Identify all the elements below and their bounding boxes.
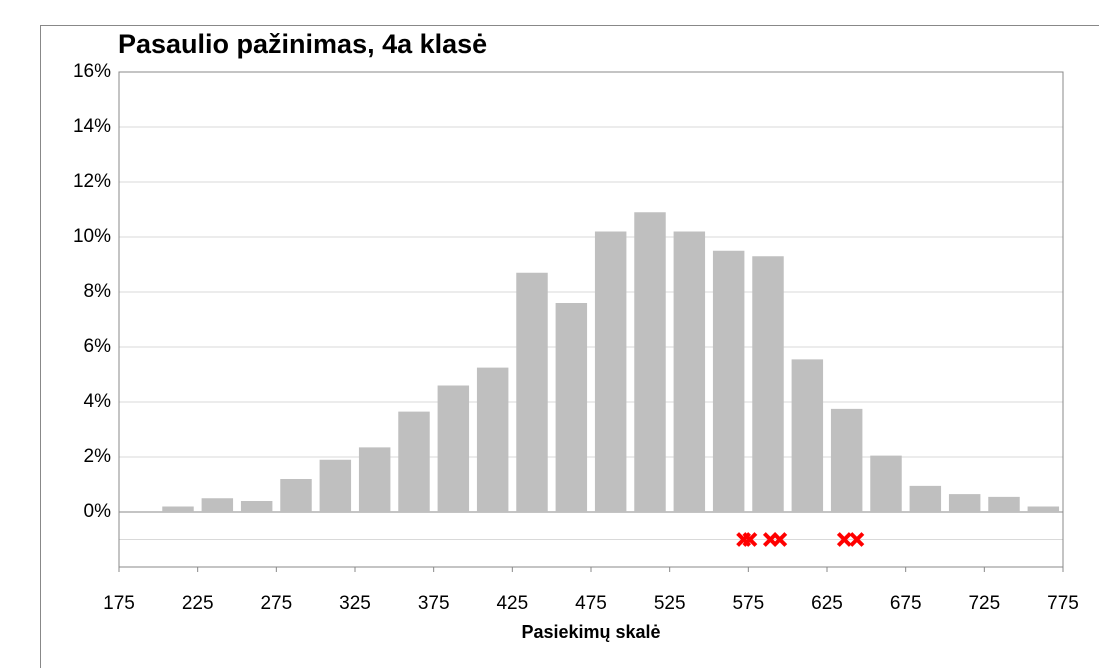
bar	[201, 498, 234, 512]
y-tick-label: 16%	[73, 61, 111, 82]
x-axis-label: Pasiekimų skalė	[521, 622, 660, 642]
x-tick-label: 425	[496, 593, 528, 614]
bar	[319, 459, 352, 512]
bar	[673, 231, 706, 512]
bar	[988, 496, 1020, 512]
bar	[948, 494, 981, 512]
x-tick-label: 475	[575, 593, 607, 614]
bar	[712, 250, 745, 512]
bar	[791, 359, 824, 512]
bar	[752, 256, 784, 512]
x-tick-label: 225	[182, 593, 214, 614]
x-tick-label: 575	[732, 593, 764, 614]
marker	[836, 532, 852, 547]
y-tick-label: 2%	[84, 446, 112, 467]
y-tick-label: 10%	[73, 226, 111, 247]
x-tick-label: 325	[339, 593, 371, 614]
bar	[909, 485, 942, 512]
bar	[358, 447, 391, 512]
chart-title: Pasaulio pažinimas, 4a klasė	[118, 29, 487, 59]
bar	[437, 385, 470, 512]
marker	[849, 532, 865, 547]
bar	[398, 411, 430, 512]
bar	[516, 272, 548, 512]
y-tick-label: 4%	[84, 391, 112, 412]
y-tick-label: 8%	[84, 281, 112, 302]
bar	[594, 231, 627, 512]
y-tick-label: 0%	[84, 501, 112, 522]
bar	[634, 212, 666, 512]
bar	[162, 506, 194, 512]
bar	[555, 303, 588, 512]
x-tick-label: 625	[811, 593, 843, 614]
x-tick-label: 725	[968, 593, 1000, 614]
x-tick-label: 375	[418, 593, 450, 614]
bar	[1027, 506, 1060, 512]
y-tick-label: 6%	[84, 336, 112, 357]
x-tick-label: 675	[890, 593, 922, 614]
marker	[742, 532, 758, 547]
bar	[870, 455, 902, 512]
bar	[476, 367, 509, 512]
bar	[240, 501, 273, 512]
bar	[280, 479, 312, 512]
y-tick-label: 14%	[73, 116, 111, 137]
x-tick-label: 175	[103, 593, 135, 614]
marker	[772, 532, 788, 547]
x-tick-label: 525	[654, 593, 686, 614]
x-tick-label: 275	[260, 593, 292, 614]
bar	[830, 408, 863, 512]
y-tick-label: 12%	[73, 171, 111, 192]
x-tick-label: 775	[1047, 593, 1079, 614]
